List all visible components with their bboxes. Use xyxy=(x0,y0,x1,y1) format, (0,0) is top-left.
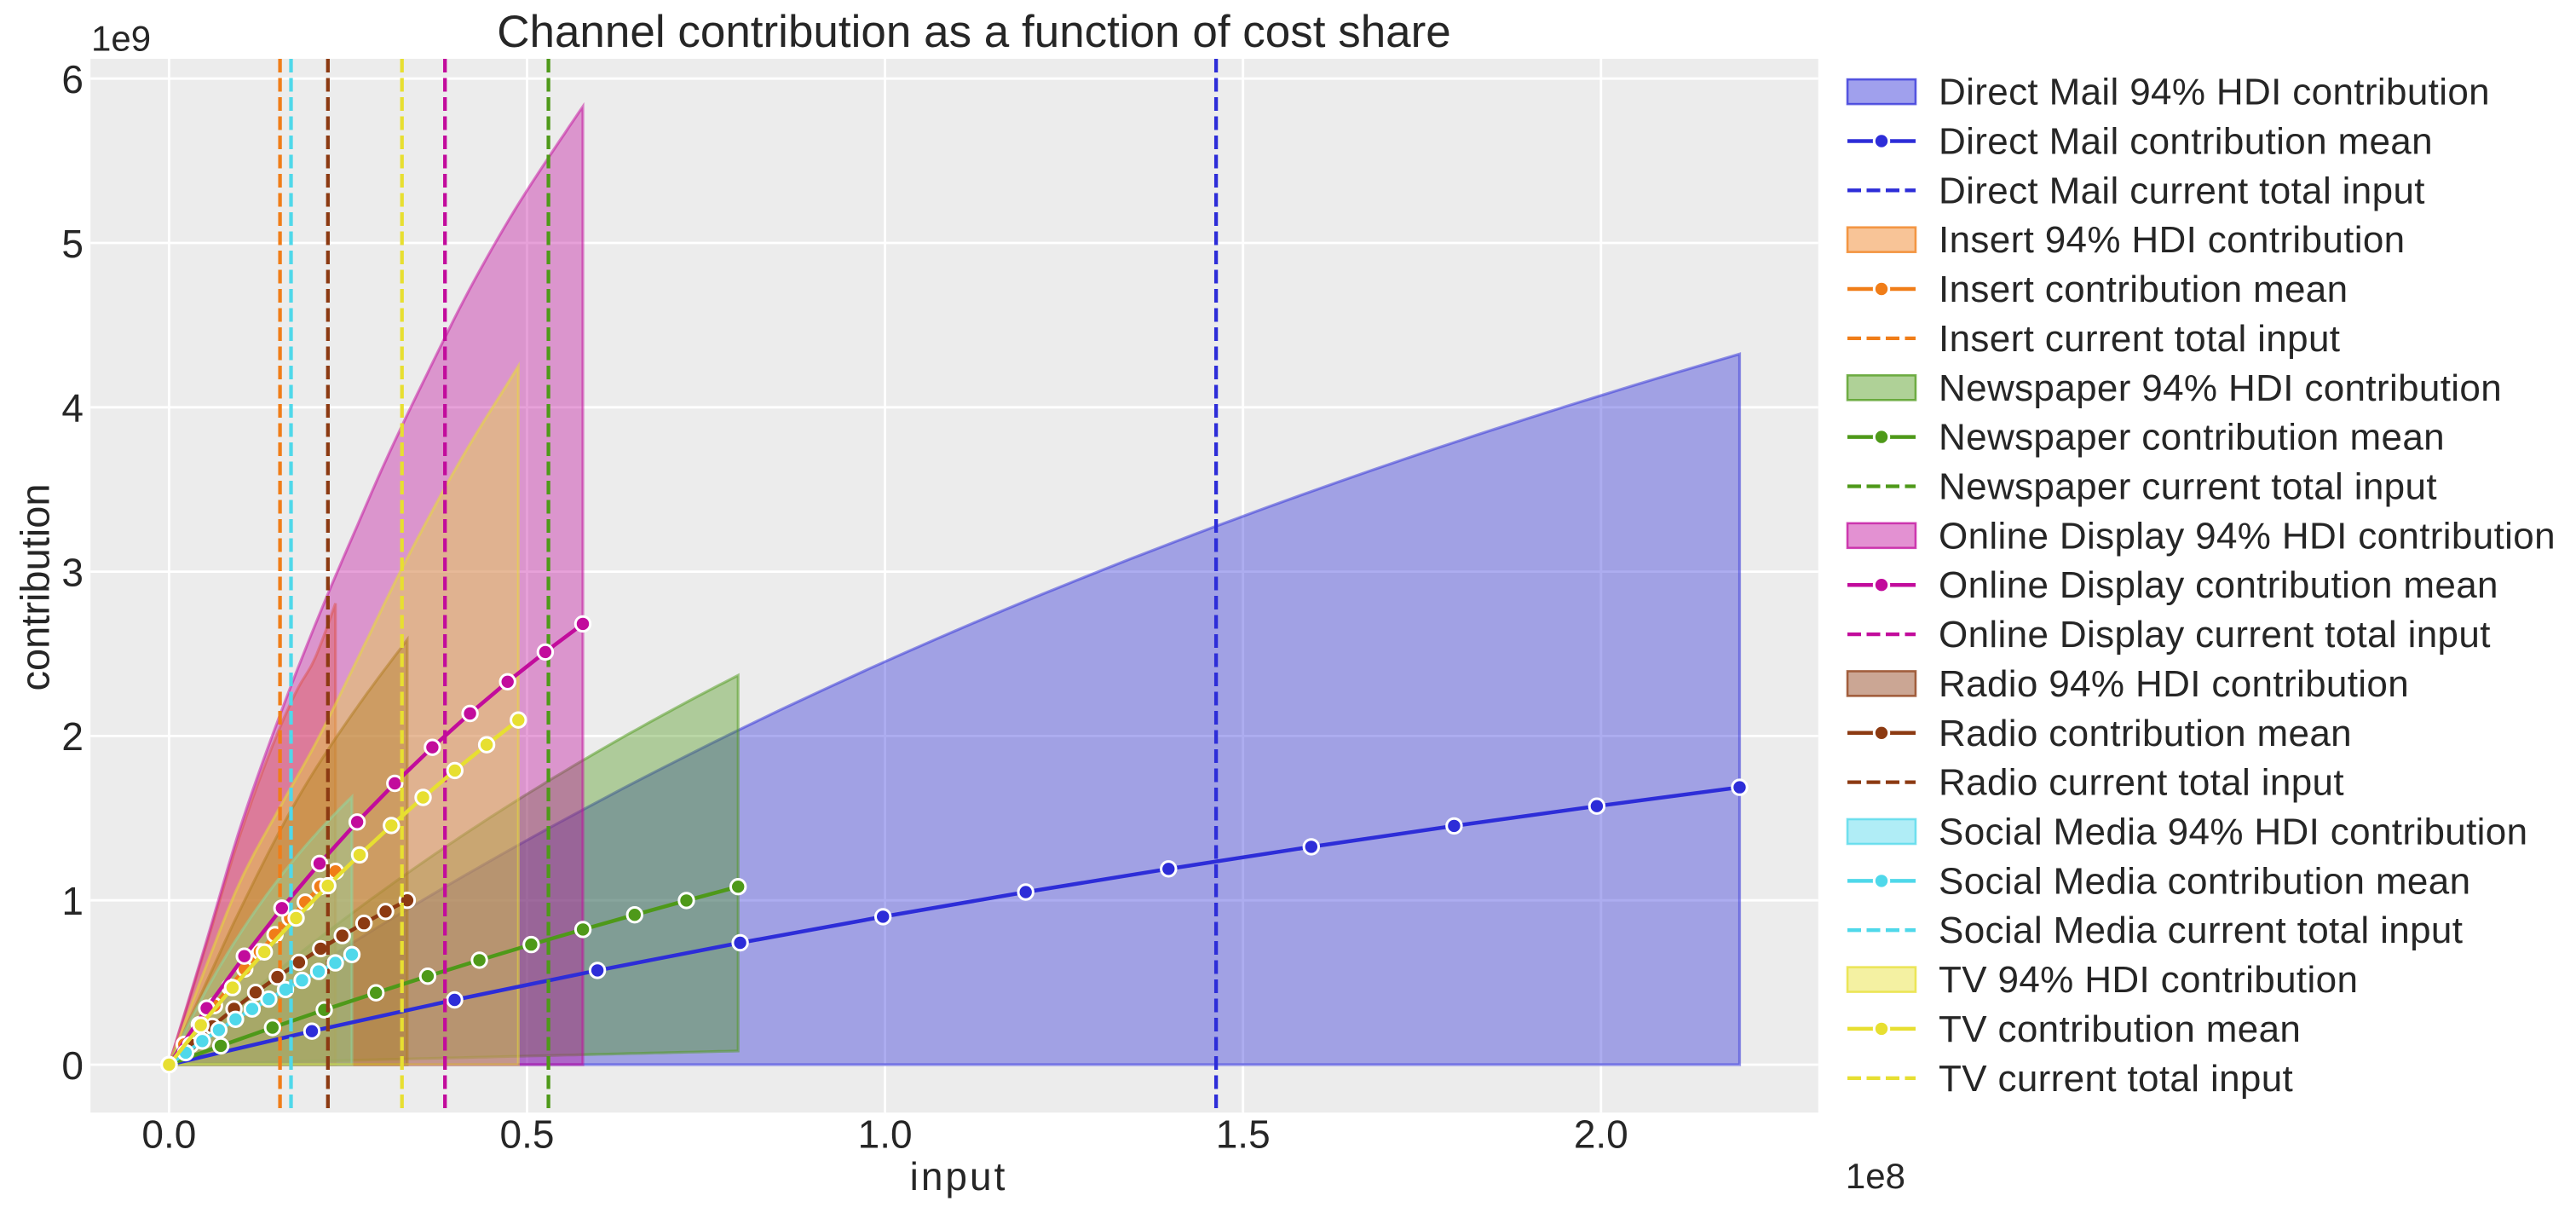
svg-text:5: 5 xyxy=(61,222,84,266)
svg-text:Social Media current total inp: Social Media current total input xyxy=(1939,910,2463,951)
svg-text:1: 1 xyxy=(61,879,84,923)
svg-text:Direct Mail 94% HDI contributi: Direct Mail 94% HDI contribution xyxy=(1939,72,2490,113)
svg-text:Radio contribution mean: Radio contribution mean xyxy=(1939,713,2352,754)
svg-text:2: 2 xyxy=(61,714,84,759)
svg-text:Insert contribution mean: Insert contribution mean xyxy=(1939,269,2348,310)
svg-text:3: 3 xyxy=(61,550,84,594)
svg-text:0: 0 xyxy=(61,1043,84,1088)
svg-text:Online Display 94% HDI contrib: Online Display 94% HDI contribution xyxy=(1939,515,2556,557)
svg-text:0.5: 0.5 xyxy=(500,1112,555,1157)
svg-text:Social Media contribution mean: Social Media contribution mean xyxy=(1939,860,2470,902)
svg-text:Newspaper 94% HDI contribution: Newspaper 94% HDI contribution xyxy=(1939,367,2502,409)
svg-text:Insert 94% HDI contribution: Insert 94% HDI contribution xyxy=(1939,219,2405,261)
svg-text:2.0: 2.0 xyxy=(1574,1112,1628,1157)
svg-text:Online Display current total i: Online Display current total input xyxy=(1939,614,2491,656)
svg-text:contribution: contribution xyxy=(13,484,58,691)
svg-text:1e8: 1e8 xyxy=(1846,1156,1905,1196)
svg-text:input: input xyxy=(910,1154,1008,1199)
svg-text:4: 4 xyxy=(61,386,84,430)
svg-text:Social Media 94% HDI contribut: Social Media 94% HDI contribution xyxy=(1939,812,2527,853)
svg-text:Insert current total input: Insert current total input xyxy=(1939,318,2340,360)
svg-text:Online Display contribution me: Online Display contribution mean xyxy=(1939,564,2498,606)
svg-text:Newspaper current total input: Newspaper current total input xyxy=(1939,466,2437,508)
svg-text:Radio current total input: Radio current total input xyxy=(1939,762,2344,804)
svg-text:Radio 94% HDI contribution: Radio 94% HDI contribution xyxy=(1939,663,2409,705)
svg-text:1e9: 1e9 xyxy=(91,19,151,59)
svg-text:TV current total input: TV current total input xyxy=(1939,1058,2293,1100)
svg-text:TV contribution mean: TV contribution mean xyxy=(1939,1008,2301,1050)
svg-text:TV 94% HDI contribution: TV 94% HDI contribution xyxy=(1939,959,2358,1001)
svg-text:Direct Mail current total inpu: Direct Mail current total input xyxy=(1939,170,2425,211)
svg-text:Direct Mail contribution mean: Direct Mail contribution mean xyxy=(1939,121,2433,163)
svg-text:1.0: 1.0 xyxy=(858,1112,913,1157)
svg-text:6: 6 xyxy=(61,57,84,101)
svg-text:Channel contribution as a func: Channel contribution as a function of co… xyxy=(497,7,1451,57)
svg-text:1.5: 1.5 xyxy=(1216,1112,1271,1157)
svg-text:Newspaper contribution mean: Newspaper contribution mean xyxy=(1939,417,2445,459)
svg-text:0.0: 0.0 xyxy=(141,1112,196,1157)
